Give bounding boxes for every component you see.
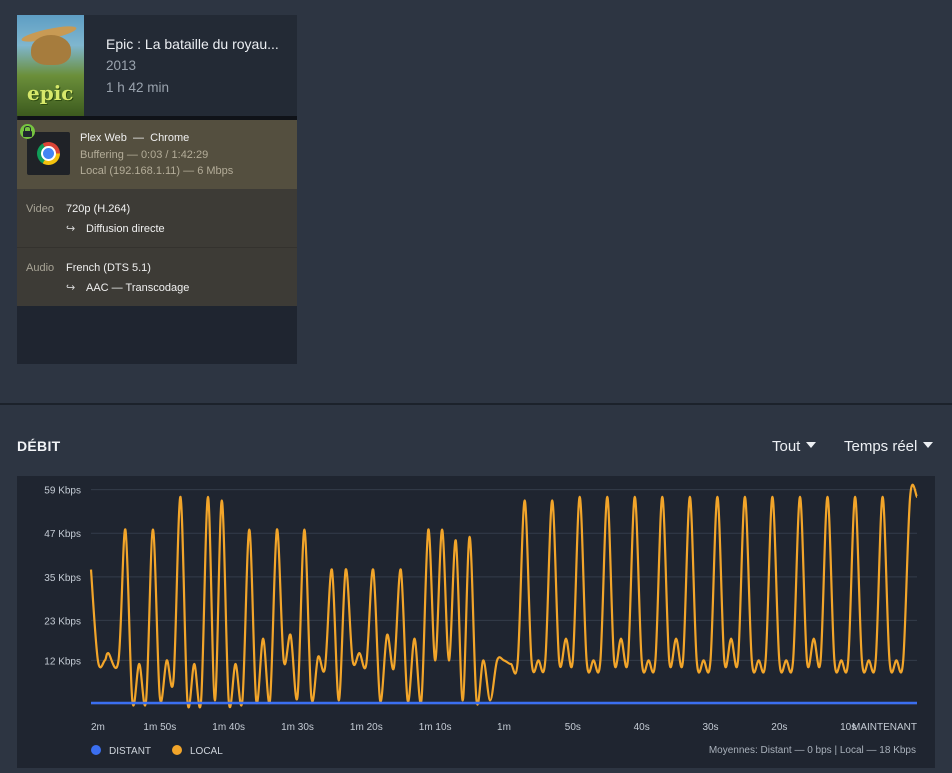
- x-tick-label: 1m 30s: [281, 722, 314, 733]
- y-tick-label: 12 Kbps: [44, 656, 81, 667]
- x-tick-label: 2m: [91, 722, 105, 733]
- legend-distant[interactable]: DISTANT: [91, 745, 151, 757]
- session-card[interactable]: epic Epic : La bataille du royau... 2013…: [17, 15, 297, 364]
- movie-poster[interactable]: epic: [17, 15, 84, 116]
- x-tick-label: 1m 40s: [212, 722, 245, 733]
- caret-down-icon: [923, 442, 934, 449]
- audio-label: Audio: [26, 262, 55, 274]
- legend-distant-dot: [91, 745, 101, 755]
- x-tick-label: 50s: [565, 722, 581, 733]
- audio-decision-text: AAC — Transcodage: [86, 282, 190, 294]
- video-label: Video: [26, 203, 54, 215]
- legend-distant-label: DISTANT: [109, 746, 152, 757]
- x-tick-label: 1m 20s: [350, 722, 383, 733]
- video-decision: ↪ Diffusion directe: [66, 222, 165, 235]
- series-line-local: [89, 483, 919, 709]
- player-icon-box: [27, 132, 70, 175]
- scope-dropdown[interactable]: Tout: [772, 438, 817, 455]
- x-tick-label: 20s: [771, 722, 787, 733]
- bandwidth-chart: 59 Kbps 47 Kbps 35 Kbps 23 Kbps 12 Kbps 2m 1m …: [17, 476, 935, 768]
- video-decision-text: Diffusion directe: [86, 223, 165, 235]
- range-dropdown-label: Temps réel: [844, 438, 918, 455]
- audio-decision: ↪ AAC — Transcodage: [66, 281, 189, 294]
- chrome-icon: [37, 142, 60, 165]
- x-tick-label: MAINTENANT: [852, 722, 917, 733]
- poster-artwork-bird: [31, 35, 71, 65]
- session-header: epic Epic : La bataille du royau... 2013…: [17, 15, 297, 116]
- y-tick-label: 59 Kbps: [44, 486, 81, 497]
- scope-dropdown-label: Tout: [772, 438, 801, 455]
- video-stream-row: Video 720p (H.264) ↪ Diffusion directe: [17, 189, 297, 247]
- x-tick-label: 1m: [497, 722, 511, 733]
- range-dropdown[interactable]: Temps réel: [844, 438, 934, 455]
- audio-stream-row: Audio French (DTS 5.1) ↪ AAC — Transcodag…: [17, 247, 297, 306]
- bandwidth-averages: Moyennes: Distant — 0 bps | Local — 18 K…: [708, 745, 916, 756]
- return-arrow-icon: ↪: [66, 223, 76, 235]
- y-tick-label: 47 Kbps: [44, 529, 81, 540]
- audio-value: French (DTS 5.1): [66, 262, 151, 274]
- caret-down-icon: [806, 442, 817, 449]
- legend-local-dot: [172, 745, 182, 755]
- media-title[interactable]: Epic : La bataille du royau...: [106, 36, 279, 52]
- return-arrow-icon: ↪: [66, 282, 76, 294]
- player-row[interactable]: Plex Web — Chrome Buffering — 0:03 / 1:4…: [17, 120, 297, 189]
- media-duration: 1 h 42 min: [106, 80, 170, 95]
- bandwidth-title: DÉBIT: [17, 438, 61, 454]
- lock-icon: [20, 124, 35, 139]
- playback-status: Buffering — 0:03 / 1:42:29: [80, 149, 209, 161]
- network-info: Local (192.168.1.11) — 6 Mbps: [80, 165, 234, 177]
- x-tick-label: 30s: [702, 722, 718, 733]
- playback-progress-bar: [17, 116, 297, 120]
- section-divider: [0, 403, 952, 405]
- video-value: 720p (H.264): [66, 203, 131, 215]
- y-tick-label: 23 Kbps: [44, 616, 81, 627]
- player-platform: Plex Web: [80, 132, 127, 144]
- media-year: 2013: [106, 58, 137, 73]
- y-tick-label: 35 Kbps: [44, 573, 81, 584]
- player-name: Plex Web — Chrome: [80, 132, 189, 144]
- x-tick-label: 40s: [634, 722, 650, 733]
- player-separator: —: [133, 132, 144, 144]
- x-tick-label: 10s: [840, 722, 856, 733]
- player-app: Chrome: [150, 132, 190, 144]
- legend-local[interactable]: LOCAL: [172, 745, 223, 757]
- x-tick-label: 1m 50s: [143, 722, 176, 733]
- legend-local-label: LOCAL: [190, 746, 223, 757]
- x-tick-label: 1m 10s: [419, 722, 452, 733]
- bandwidth-chart-svg: 59 Kbps 47 Kbps 35 Kbps 23 Kbps 12 Kbps 2m 1m …: [44, 483, 919, 733]
- poster-logo-text: epic: [27, 81, 74, 105]
